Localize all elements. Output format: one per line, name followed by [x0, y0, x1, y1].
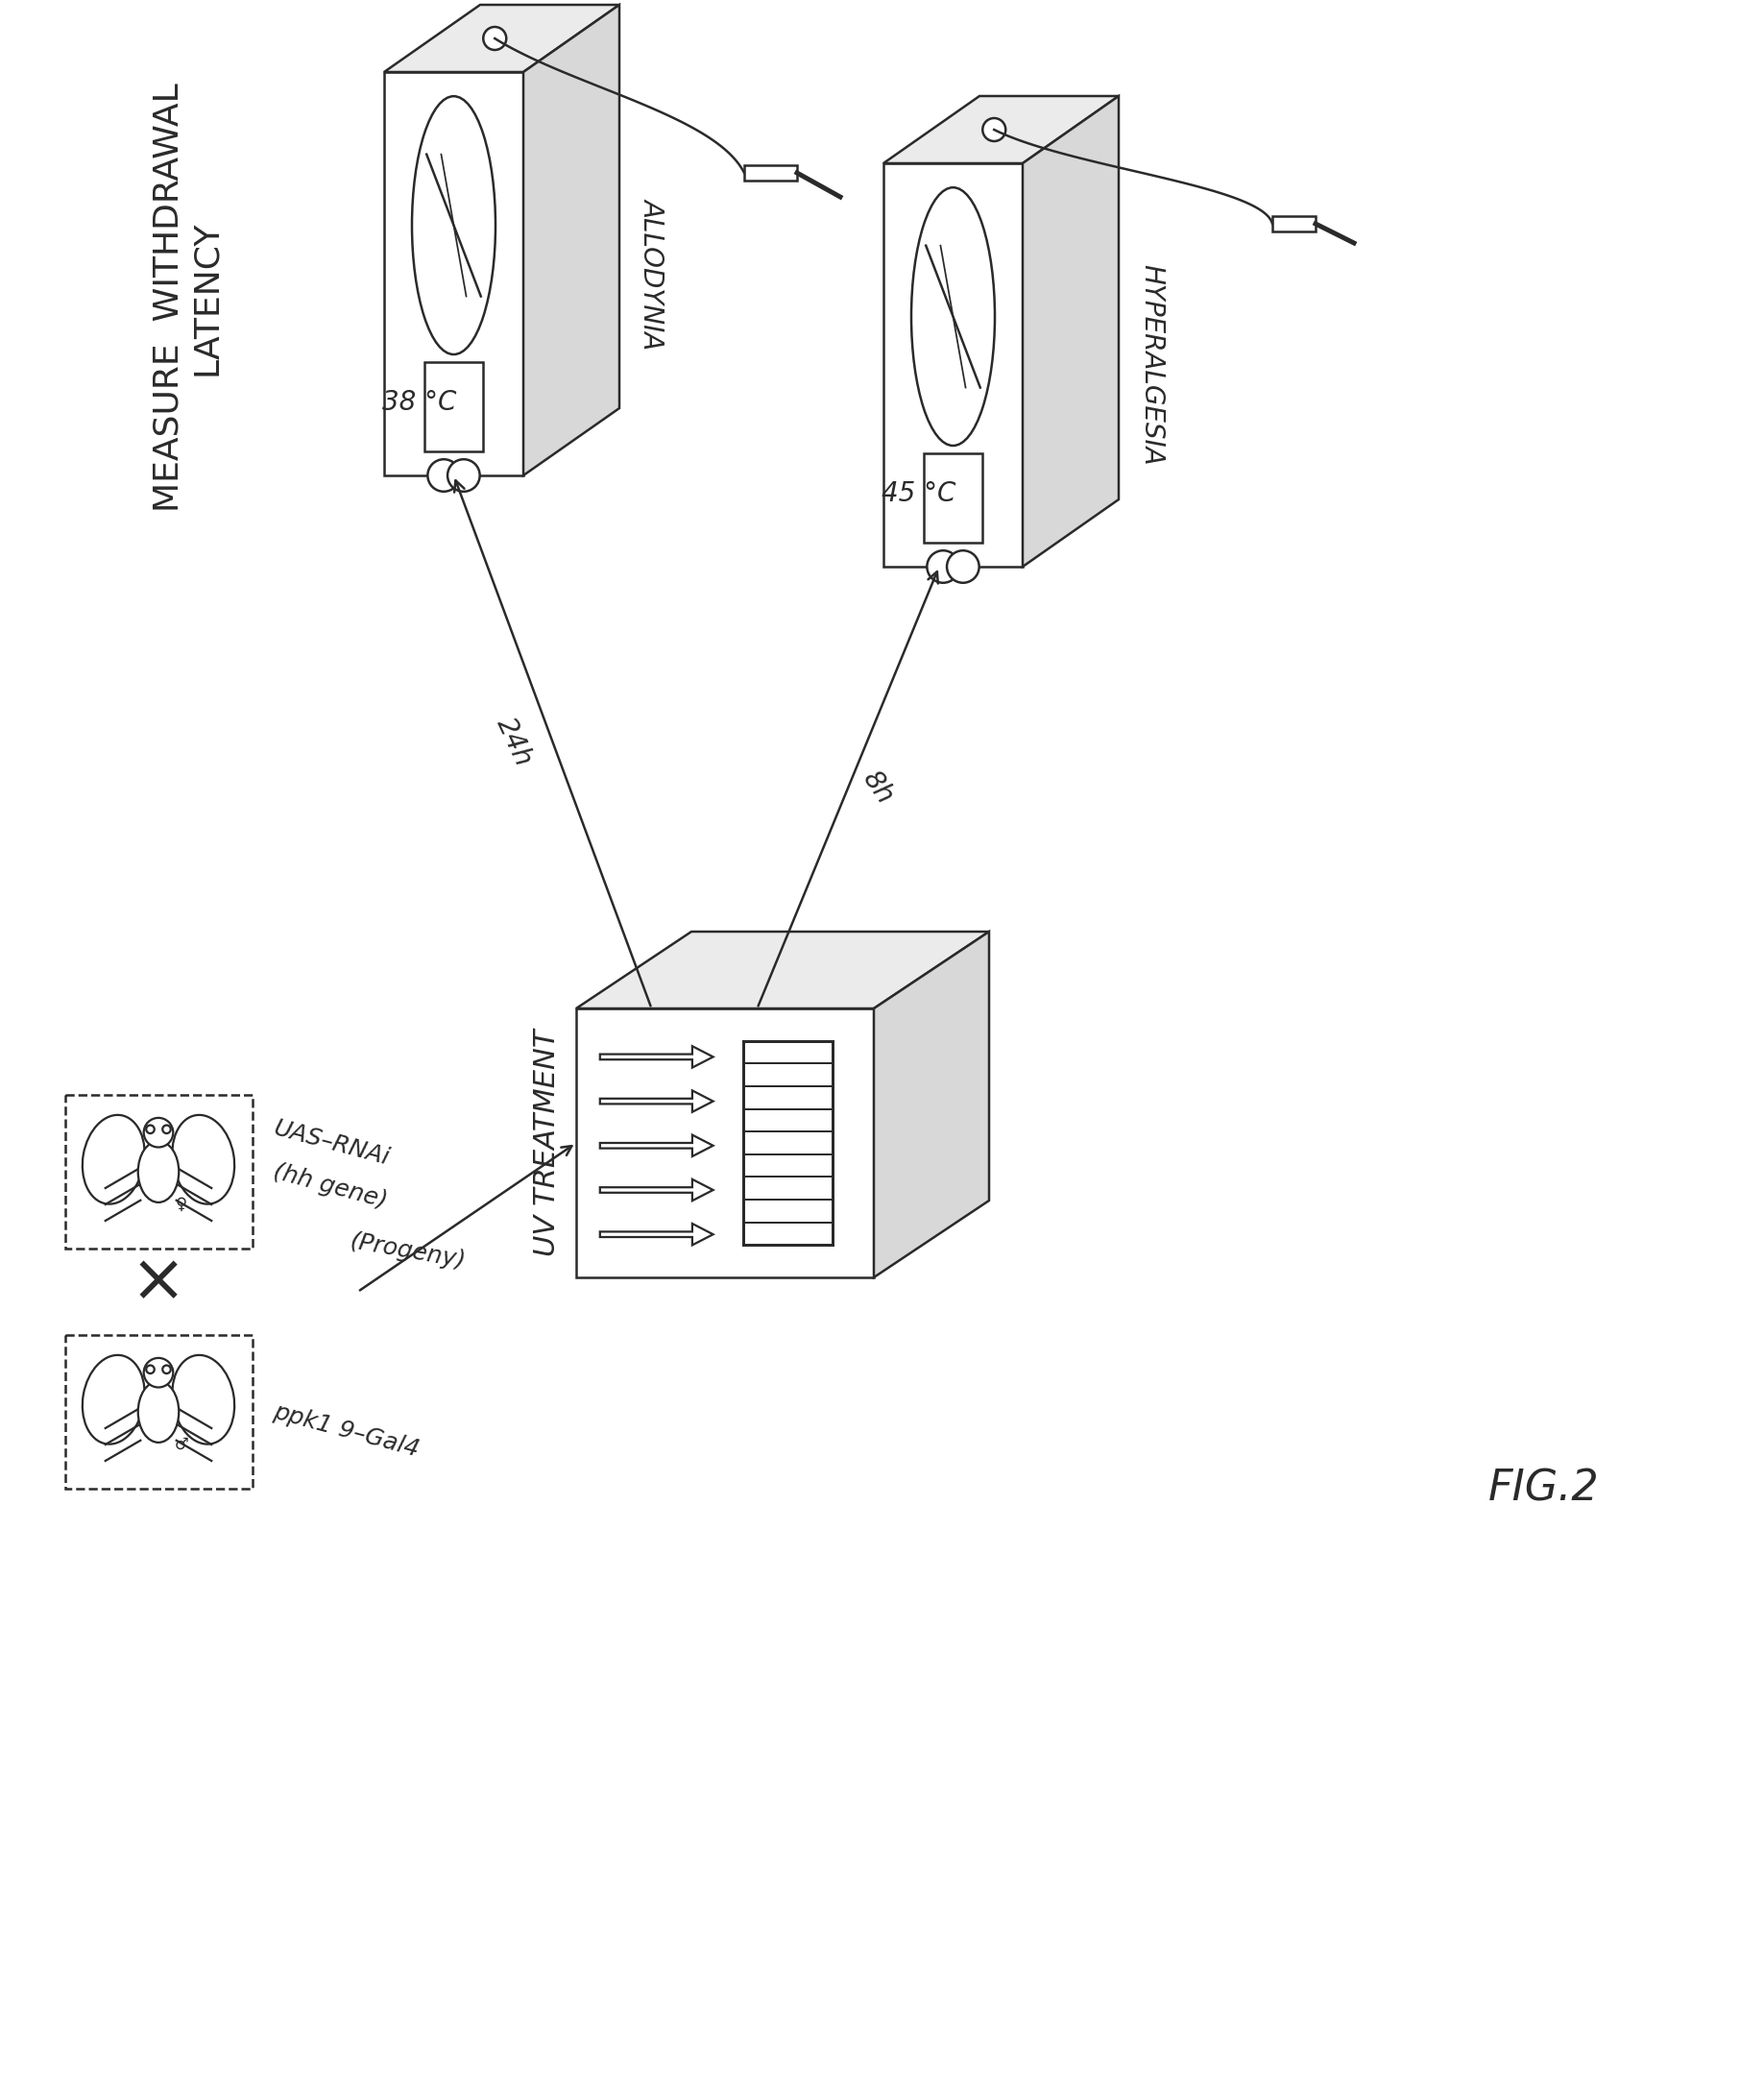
- Polygon shape: [524, 4, 619, 476]
- Text: ♀: ♀: [175, 1196, 187, 1213]
- Bar: [65, 1094, 252, 1249]
- Text: 8h: 8h: [856, 766, 898, 810]
- Bar: [1272, 215, 1316, 232]
- Ellipse shape: [912, 188, 995, 445]
- Text: MEASURE  WITHDRAWAL
LATENCY: MEASURE WITHDRAWAL LATENCY: [152, 84, 222, 512]
- Text: 24h: 24h: [492, 714, 536, 770]
- Polygon shape: [385, 4, 619, 71]
- Text: ppk1 9–Gal4: ppk1 9–Gal4: [272, 1401, 422, 1462]
- Text: UV TREATMENT: UV TREATMENT: [533, 1029, 561, 1257]
- Circle shape: [427, 459, 460, 491]
- FancyArrow shape: [600, 1046, 713, 1067]
- Text: UAS–RNAi: UAS–RNAi: [272, 1117, 392, 1169]
- Circle shape: [162, 1366, 171, 1374]
- Polygon shape: [884, 96, 1118, 163]
- Bar: [425, 363, 483, 451]
- Text: ALLODYNIA: ALLODYNIA: [639, 198, 665, 349]
- Bar: [744, 165, 797, 180]
- Polygon shape: [385, 71, 524, 476]
- Text: (hh gene): (hh gene): [272, 1159, 390, 1213]
- Text: ♂: ♂: [175, 1437, 189, 1453]
- Polygon shape: [1023, 96, 1118, 566]
- Circle shape: [947, 551, 979, 583]
- Circle shape: [146, 1366, 155, 1374]
- Ellipse shape: [173, 1115, 235, 1205]
- Circle shape: [983, 119, 1005, 142]
- Circle shape: [483, 27, 506, 50]
- Circle shape: [448, 459, 480, 491]
- Polygon shape: [884, 163, 1023, 566]
- Text: HYPERALGESIA: HYPERALGESIA: [1138, 265, 1164, 466]
- FancyArrow shape: [600, 1224, 713, 1244]
- Ellipse shape: [138, 1382, 178, 1443]
- FancyArrow shape: [600, 1180, 713, 1201]
- Bar: [924, 453, 983, 543]
- FancyArrow shape: [600, 1090, 713, 1113]
- Text: (Progeny): (Progeny): [348, 1230, 467, 1272]
- Circle shape: [146, 1125, 155, 1134]
- Ellipse shape: [83, 1355, 145, 1445]
- Polygon shape: [873, 931, 990, 1278]
- Ellipse shape: [173, 1355, 235, 1445]
- FancyArrow shape: [600, 1136, 713, 1157]
- Polygon shape: [577, 1009, 873, 1278]
- Circle shape: [143, 1117, 173, 1146]
- Text: FIG.2: FIG.2: [1489, 1468, 1600, 1510]
- Circle shape: [143, 1357, 173, 1386]
- Circle shape: [162, 1125, 171, 1134]
- Circle shape: [928, 551, 960, 583]
- Ellipse shape: [138, 1142, 178, 1203]
- Bar: [743, 1040, 833, 1244]
- Ellipse shape: [83, 1115, 145, 1205]
- Text: 45 °C: 45 °C: [880, 480, 956, 507]
- Text: ×: ×: [131, 1251, 187, 1313]
- Bar: [65, 1334, 252, 1489]
- Ellipse shape: [413, 96, 496, 355]
- Text: 38 °C: 38 °C: [381, 388, 457, 416]
- Polygon shape: [577, 931, 990, 1009]
